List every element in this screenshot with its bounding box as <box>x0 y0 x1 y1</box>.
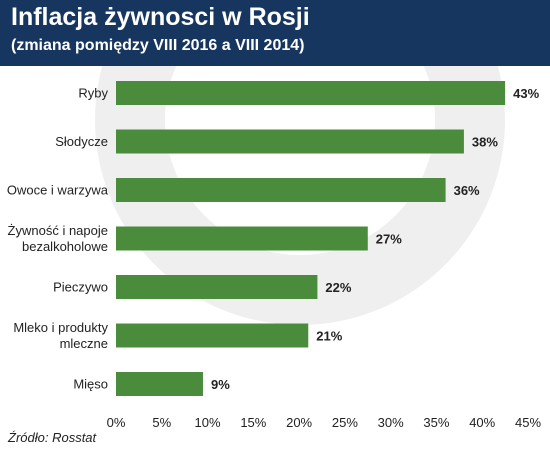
value-label: 21% <box>316 329 342 344</box>
bar <box>116 275 318 299</box>
bar <box>116 226 368 251</box>
category-label: Pieczywo <box>53 280 108 295</box>
x-tick-label: 30% <box>378 415 404 430</box>
category-label: Ryby <box>78 86 108 101</box>
value-label: 22% <box>325 280 351 295</box>
category-label: Mięso <box>73 377 108 392</box>
x-tick-label: 35% <box>423 415 449 430</box>
bar <box>116 372 203 396</box>
value-label: 43% <box>513 86 539 101</box>
category-label: Słodycze <box>55 134 108 149</box>
value-label: 36% <box>454 183 480 198</box>
bar <box>116 129 464 154</box>
bar <box>116 178 446 202</box>
bar <box>116 81 506 105</box>
bar <box>116 323 309 348</box>
value-label: 38% <box>472 135 498 150</box>
x-tick-label: 20% <box>286 415 312 430</box>
value-label: 9% <box>211 377 230 392</box>
header-bar: Inflacja żywnosci w Rosji (zmiana pomięd… <box>0 0 550 66</box>
category-label: bezalkoholowe <box>22 239 108 254</box>
x-tick-label: 10% <box>195 415 221 430</box>
chart-title: Inflacja żywnosci w Rosji <box>11 3 310 31</box>
x-tick-label: 45% <box>515 415 541 430</box>
x-tick-label: 15% <box>240 415 266 430</box>
x-tick-label: 0% <box>107 415 126 430</box>
category-label: Żywność i napoje <box>8 223 108 238</box>
category-label: mleczne <box>60 336 108 351</box>
source-note: Źródło: Rosstat <box>8 430 97 445</box>
x-tick-label: 40% <box>469 415 495 430</box>
x-tick-label: 5% <box>152 415 171 430</box>
chart-subtitle: (zmiana pomiędzy VIII 2016 a VIII 2014) <box>11 37 305 54</box>
value-label: 27% <box>376 232 402 247</box>
category-label: Owoce i warzywa <box>7 183 109 198</box>
x-tick-label: 25% <box>332 415 358 430</box>
category-label: Mleko i produkty <box>13 320 108 335</box>
